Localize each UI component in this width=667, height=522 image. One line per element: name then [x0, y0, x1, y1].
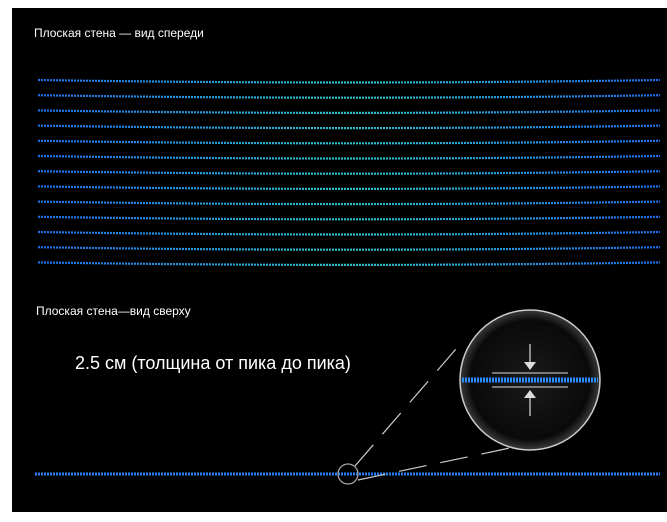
top-view-label: Плоская стена—вид сверху — [36, 304, 191, 318]
illustration: Плоская стена — вид спереди Плоская стен… — [0, 0, 667, 522]
front-view-label: Плоская стена — вид спереди — [34, 26, 204, 40]
page: {"front_view": {"label": "Плоская стена … — [0, 0, 667, 522]
thickness-annotation: 2.5 см (толщина от пика до пика) — [75, 353, 351, 373]
